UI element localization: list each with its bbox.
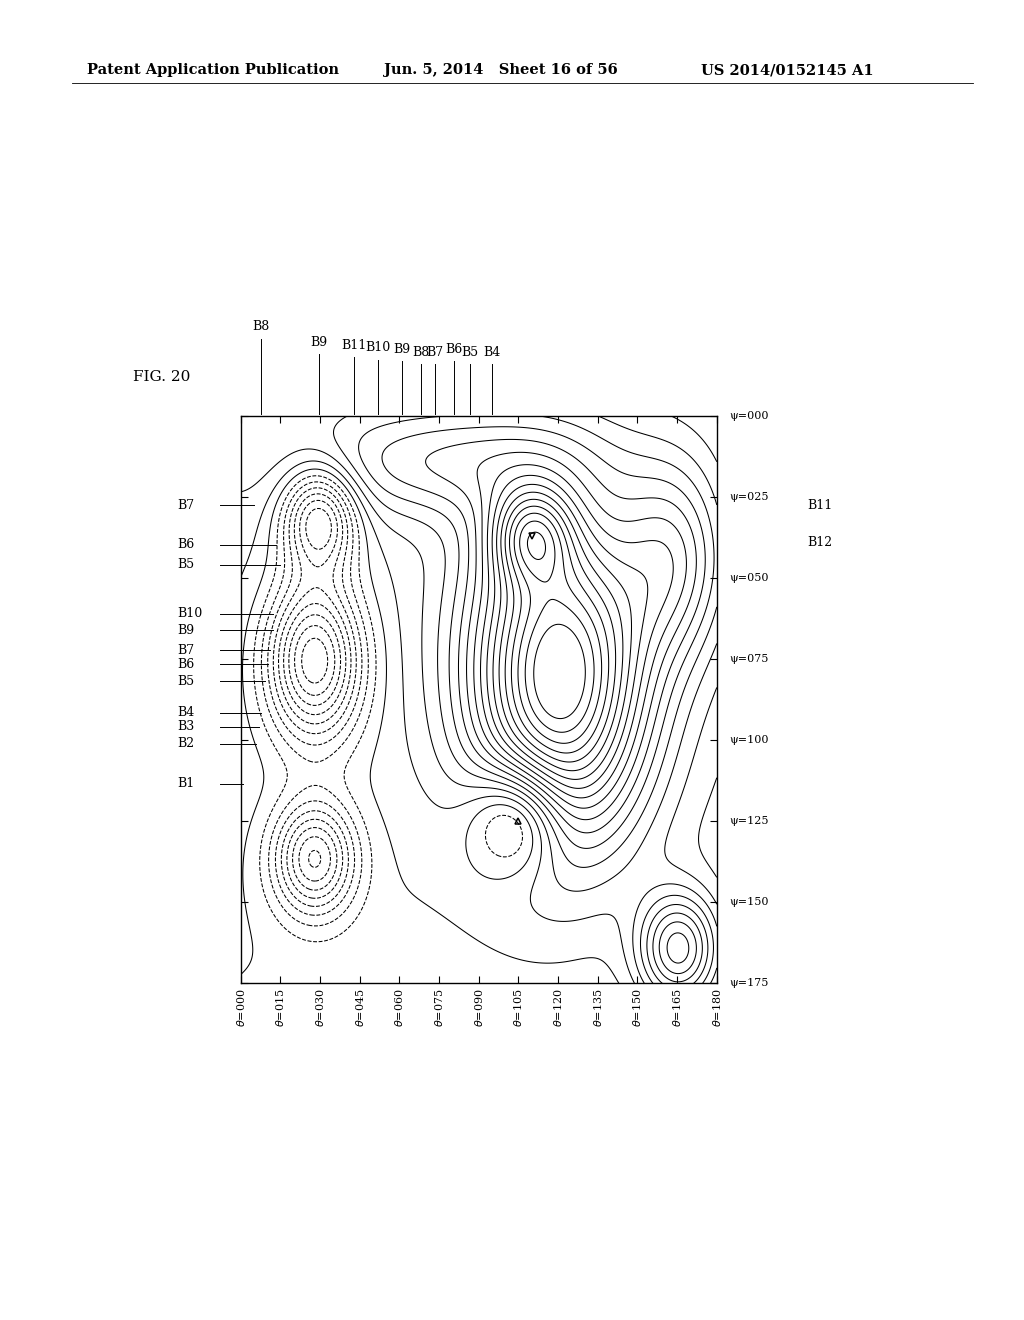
Text: ψ=075: ψ=075: [729, 653, 768, 664]
Text: B9: B9: [393, 343, 411, 356]
Text: ψ=000: ψ=000: [729, 411, 769, 421]
Text: US 2014/0152145 A1: US 2014/0152145 A1: [701, 63, 874, 78]
Text: B8: B8: [412, 346, 429, 359]
Text: ψ=050: ψ=050: [729, 573, 769, 583]
Text: B7: B7: [177, 499, 195, 512]
Text: B7: B7: [177, 644, 195, 657]
Text: B10: B10: [366, 342, 390, 355]
Text: FIG. 20: FIG. 20: [133, 370, 190, 384]
Text: Jun. 5, 2014   Sheet 16 of 56: Jun. 5, 2014 Sheet 16 of 56: [384, 63, 617, 78]
Text: ψ=175: ψ=175: [729, 978, 768, 989]
Text: ψ=100: ψ=100: [729, 735, 769, 746]
Text: B6: B6: [177, 657, 195, 671]
Text: B4: B4: [177, 706, 195, 719]
Text: B6: B6: [445, 343, 463, 356]
Text: B4: B4: [483, 346, 501, 359]
Text: B7: B7: [426, 346, 443, 359]
Text: B6: B6: [177, 539, 195, 552]
Text: ψ=025: ψ=025: [729, 492, 769, 502]
Text: B9: B9: [310, 335, 328, 348]
Text: B3: B3: [177, 721, 195, 734]
Text: B11: B11: [807, 499, 833, 512]
Text: B12: B12: [807, 536, 833, 549]
Text: Patent Application Publication: Patent Application Publication: [87, 63, 339, 78]
Text: B2: B2: [177, 738, 195, 750]
Text: B5: B5: [462, 346, 478, 359]
Text: ψ=150: ψ=150: [729, 898, 769, 907]
Text: B5: B5: [177, 675, 195, 688]
Text: B11: B11: [341, 339, 367, 351]
Text: B10: B10: [177, 607, 203, 620]
Text: ψ=125: ψ=125: [729, 816, 769, 826]
Text: B9: B9: [177, 624, 195, 636]
Text: B8: B8: [252, 321, 269, 334]
Text: B1: B1: [177, 777, 195, 791]
Text: B5: B5: [177, 558, 195, 572]
